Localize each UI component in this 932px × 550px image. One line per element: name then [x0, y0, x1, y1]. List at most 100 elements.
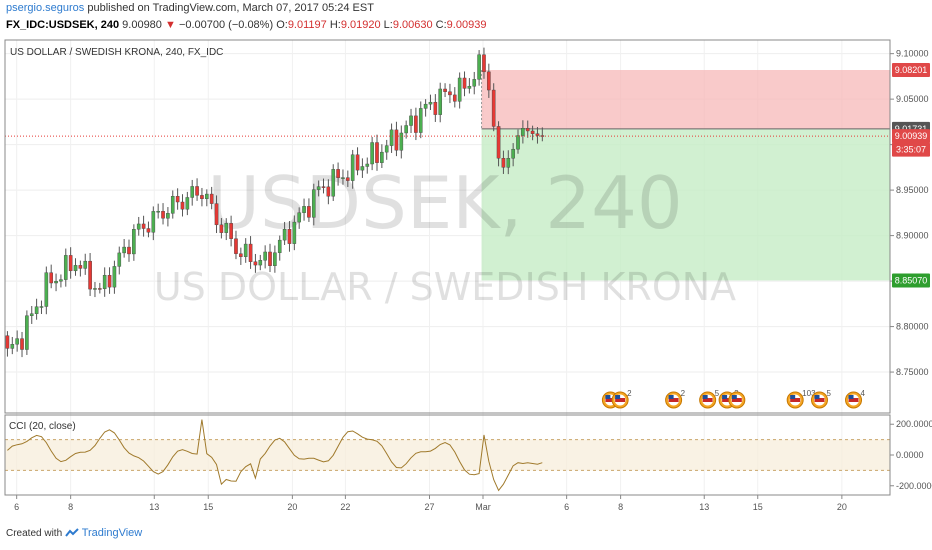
- y-tick-label: 8.95000: [896, 185, 929, 195]
- candle-body: [457, 77, 462, 102]
- symbol-name: FX_IDC:USDSEK, 240: [6, 19, 120, 31]
- candle-body: [63, 255, 68, 280]
- position-zones[interactable]: [481, 70, 890, 281]
- x-tick-label: 15: [753, 502, 763, 512]
- candle-body: [83, 260, 88, 269]
- flag-canton: [615, 395, 621, 399]
- event-count: 2: [627, 389, 632, 398]
- cci-tick-label: 200.0000: [896, 419, 932, 429]
- cci-line: [7, 419, 543, 492]
- candle-body: [521, 128, 525, 136]
- stop-loss-zone: [481, 70, 890, 129]
- flag-canton: [702, 395, 708, 399]
- tradingview-logo-icon: [65, 528, 82, 539]
- take-profit-zone: [481, 128, 890, 281]
- candle-body: [297, 212, 301, 223]
- candle-body: [78, 265, 83, 269]
- price-tag: [892, 273, 930, 288]
- flag-canton: [814, 395, 820, 399]
- economic-events[interactable]: 225210354: [601, 389, 866, 409]
- candle-body: [307, 206, 311, 218]
- candle-body: [268, 251, 272, 266]
- open-label: O:: [276, 19, 288, 31]
- candle-body: [107, 274, 112, 288]
- candle-body: [73, 265, 78, 272]
- candle-body: [487, 71, 491, 91]
- candle-body: [25, 315, 29, 350]
- candle-body: [273, 252, 277, 266]
- candle-body: [258, 260, 263, 266]
- x-tick-label: 20: [287, 502, 297, 512]
- candle-body: [525, 128, 530, 132]
- watermark-name: US DOLLAR / SWEDISH KRONA: [154, 265, 736, 309]
- candle-body: [10, 344, 15, 349]
- candle-body: [112, 266, 117, 288]
- candle-body: [195, 186, 199, 196]
- cci-tick-label: 0.0000: [896, 450, 924, 460]
- candle-body: [239, 253, 243, 257]
- flag-canton: [668, 395, 674, 399]
- candle-body: [311, 189, 316, 218]
- x-tick-label: 15: [203, 502, 213, 512]
- candle-body: [141, 223, 146, 229]
- candle-body: [282, 229, 287, 241]
- candle-body: [472, 79, 477, 87]
- candle-body: [530, 130, 535, 134]
- candle-body: [535, 133, 540, 136]
- author-link[interactable]: psergio.seguros: [6, 2, 85, 14]
- candle-body: [248, 243, 253, 262]
- candle-body: [102, 274, 107, 290]
- candle-body: [68, 255, 73, 272]
- price-tag: [892, 63, 930, 78]
- created-with-text: Created with: [6, 528, 63, 539]
- watermark-symbol: USDSEK, 240: [207, 161, 682, 245]
- publish-info: psergio.seguros published on TradingView…: [6, 2, 374, 14]
- published-text: published on TradingView.com, March 07, …: [87, 2, 374, 14]
- candle-body: [136, 223, 141, 230]
- flag-canton: [605, 395, 611, 399]
- watermark: USDSEK, 240 US DOLLAR / SWEDISH KRONA: [154, 161, 736, 309]
- flag-stripe: [814, 398, 825, 402]
- candle-body: [224, 223, 229, 233]
- close-label: C:: [435, 19, 447, 31]
- candle-body: [243, 243, 248, 257]
- main-pane-border: [4, 39, 891, 414]
- flag-stripe: [615, 398, 626, 402]
- price-change: −0.00700 (−0.08%): [178, 19, 274, 31]
- cci-band: [5, 439, 890, 471]
- candle-body: [326, 186, 331, 197]
- candle-body: [370, 142, 374, 165]
- flag-canton: [731, 395, 737, 399]
- x-tick-label: 8: [68, 502, 73, 512]
- candle-body: [234, 238, 238, 254]
- candle-body: [20, 338, 24, 350]
- candle-body: [511, 148, 515, 159]
- candle-body: [316, 186, 321, 190]
- price-tag-label: 8.85070: [895, 275, 928, 285]
- price-tag: [892, 142, 930, 157]
- candle-body: [170, 196, 175, 214]
- candle-body: [462, 77, 467, 89]
- candle-body: [321, 186, 326, 188]
- candle-body: [384, 145, 389, 153]
- candle-body: [93, 288, 97, 290]
- candle-body: [438, 88, 443, 115]
- candle-body: [49, 272, 53, 284]
- flag-canton: [848, 395, 854, 399]
- symbol-info: FX_IDC:USDSEK, 240 9.00980 ▼ −0.00700 (−…: [6, 19, 486, 31]
- price-tag-label: 3:35:07: [896, 145, 926, 155]
- candle-body: [360, 166, 365, 171]
- flag-canton: [790, 395, 796, 399]
- candle-body: [414, 115, 418, 133]
- candle-body: [336, 169, 340, 178]
- candle-body: [375, 142, 379, 163]
- candle-body: [399, 132, 404, 151]
- flag-stripe: [848, 398, 859, 402]
- cci-tick-label: -200.0000: [896, 481, 932, 491]
- candle-body: [346, 177, 350, 181]
- y-tick-label: 8.80000: [896, 322, 929, 332]
- x-tick-label: 8: [618, 502, 623, 512]
- tradingview-brand[interactable]: TradingView: [81, 527, 143, 539]
- candle-body: [433, 101, 438, 115]
